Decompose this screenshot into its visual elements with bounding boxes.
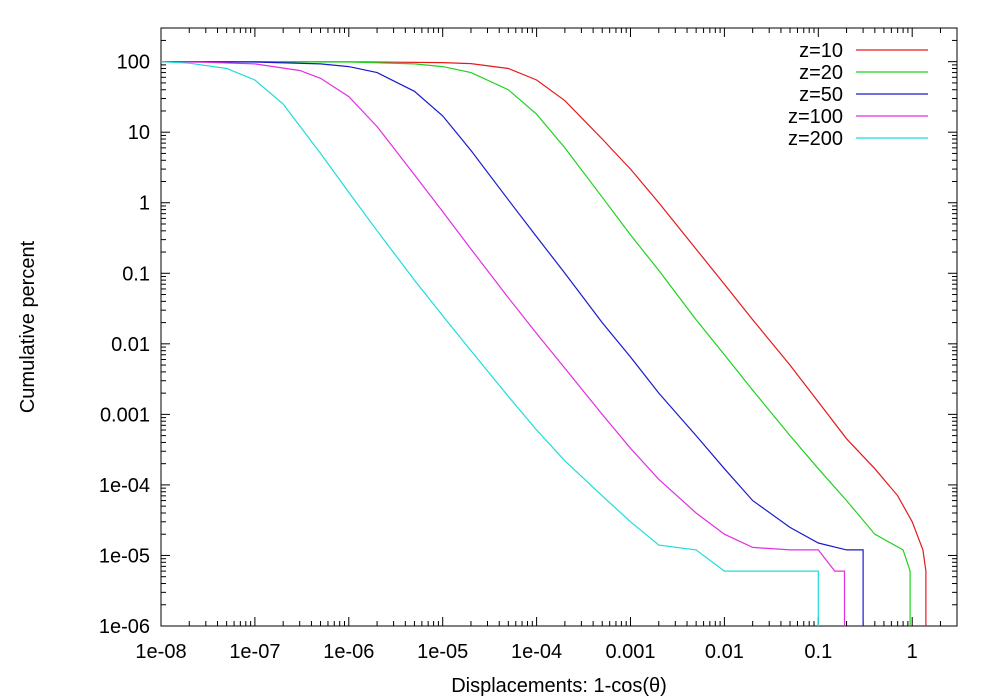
- x-tick-label: 0.01: [705, 641, 744, 663]
- series-line-z-20: [160, 61, 911, 626]
- y-tick-label: 0.001: [100, 404, 150, 426]
- x-tick-label: 1e-04: [511, 641, 562, 663]
- legend-label: z=50: [799, 84, 843, 106]
- y-tick-label: 1e-06: [99, 616, 150, 638]
- legend-label: z=100: [788, 106, 843, 128]
- x-tick-label: 1e-08: [135, 641, 186, 663]
- x-tick-label: 0.001: [605, 641, 655, 663]
- x-tick-label: 1: [907, 641, 918, 663]
- series-line-z-100: [160, 61, 846, 626]
- x-tick-label: 1e-06: [323, 641, 374, 663]
- y-tick-label: 1: [139, 193, 150, 215]
- y-tick-label: 1e-04: [99, 475, 150, 497]
- y-tick-label: 1e-05: [99, 545, 150, 567]
- y-tick-label: 0.1: [122, 263, 150, 285]
- x-tick-label: 1e-05: [417, 641, 468, 663]
- x-axis-title: Displacements: 1-cos(θ): [451, 675, 667, 697]
- axis-ticks: 1e-08 1e-07 1e-06 1e-05 1e-04 0.001 0.01 0.1 110…: [99, 27, 958, 663]
- legend-label: z=20: [799, 62, 843, 84]
- legend-label: z=10: [799, 40, 843, 62]
- series-line-z-50: [160, 61, 864, 626]
- y-tick-label: 100: [117, 52, 150, 74]
- plot-frame: [160, 27, 958, 627]
- y-tick-label: 0.01: [111, 334, 150, 356]
- y-axis-title: Cumulative percent: [17, 240, 39, 413]
- legend-label: z=200: [788, 128, 843, 150]
- series-line-z-200: [160, 61, 819, 626]
- x-tick-label: 0.1: [804, 641, 832, 663]
- y-tick-label: 10: [128, 122, 150, 144]
- x-tick-label: 1e-07: [229, 641, 280, 663]
- series-lines: [160, 61, 927, 626]
- series-line-z-10: [160, 61, 927, 626]
